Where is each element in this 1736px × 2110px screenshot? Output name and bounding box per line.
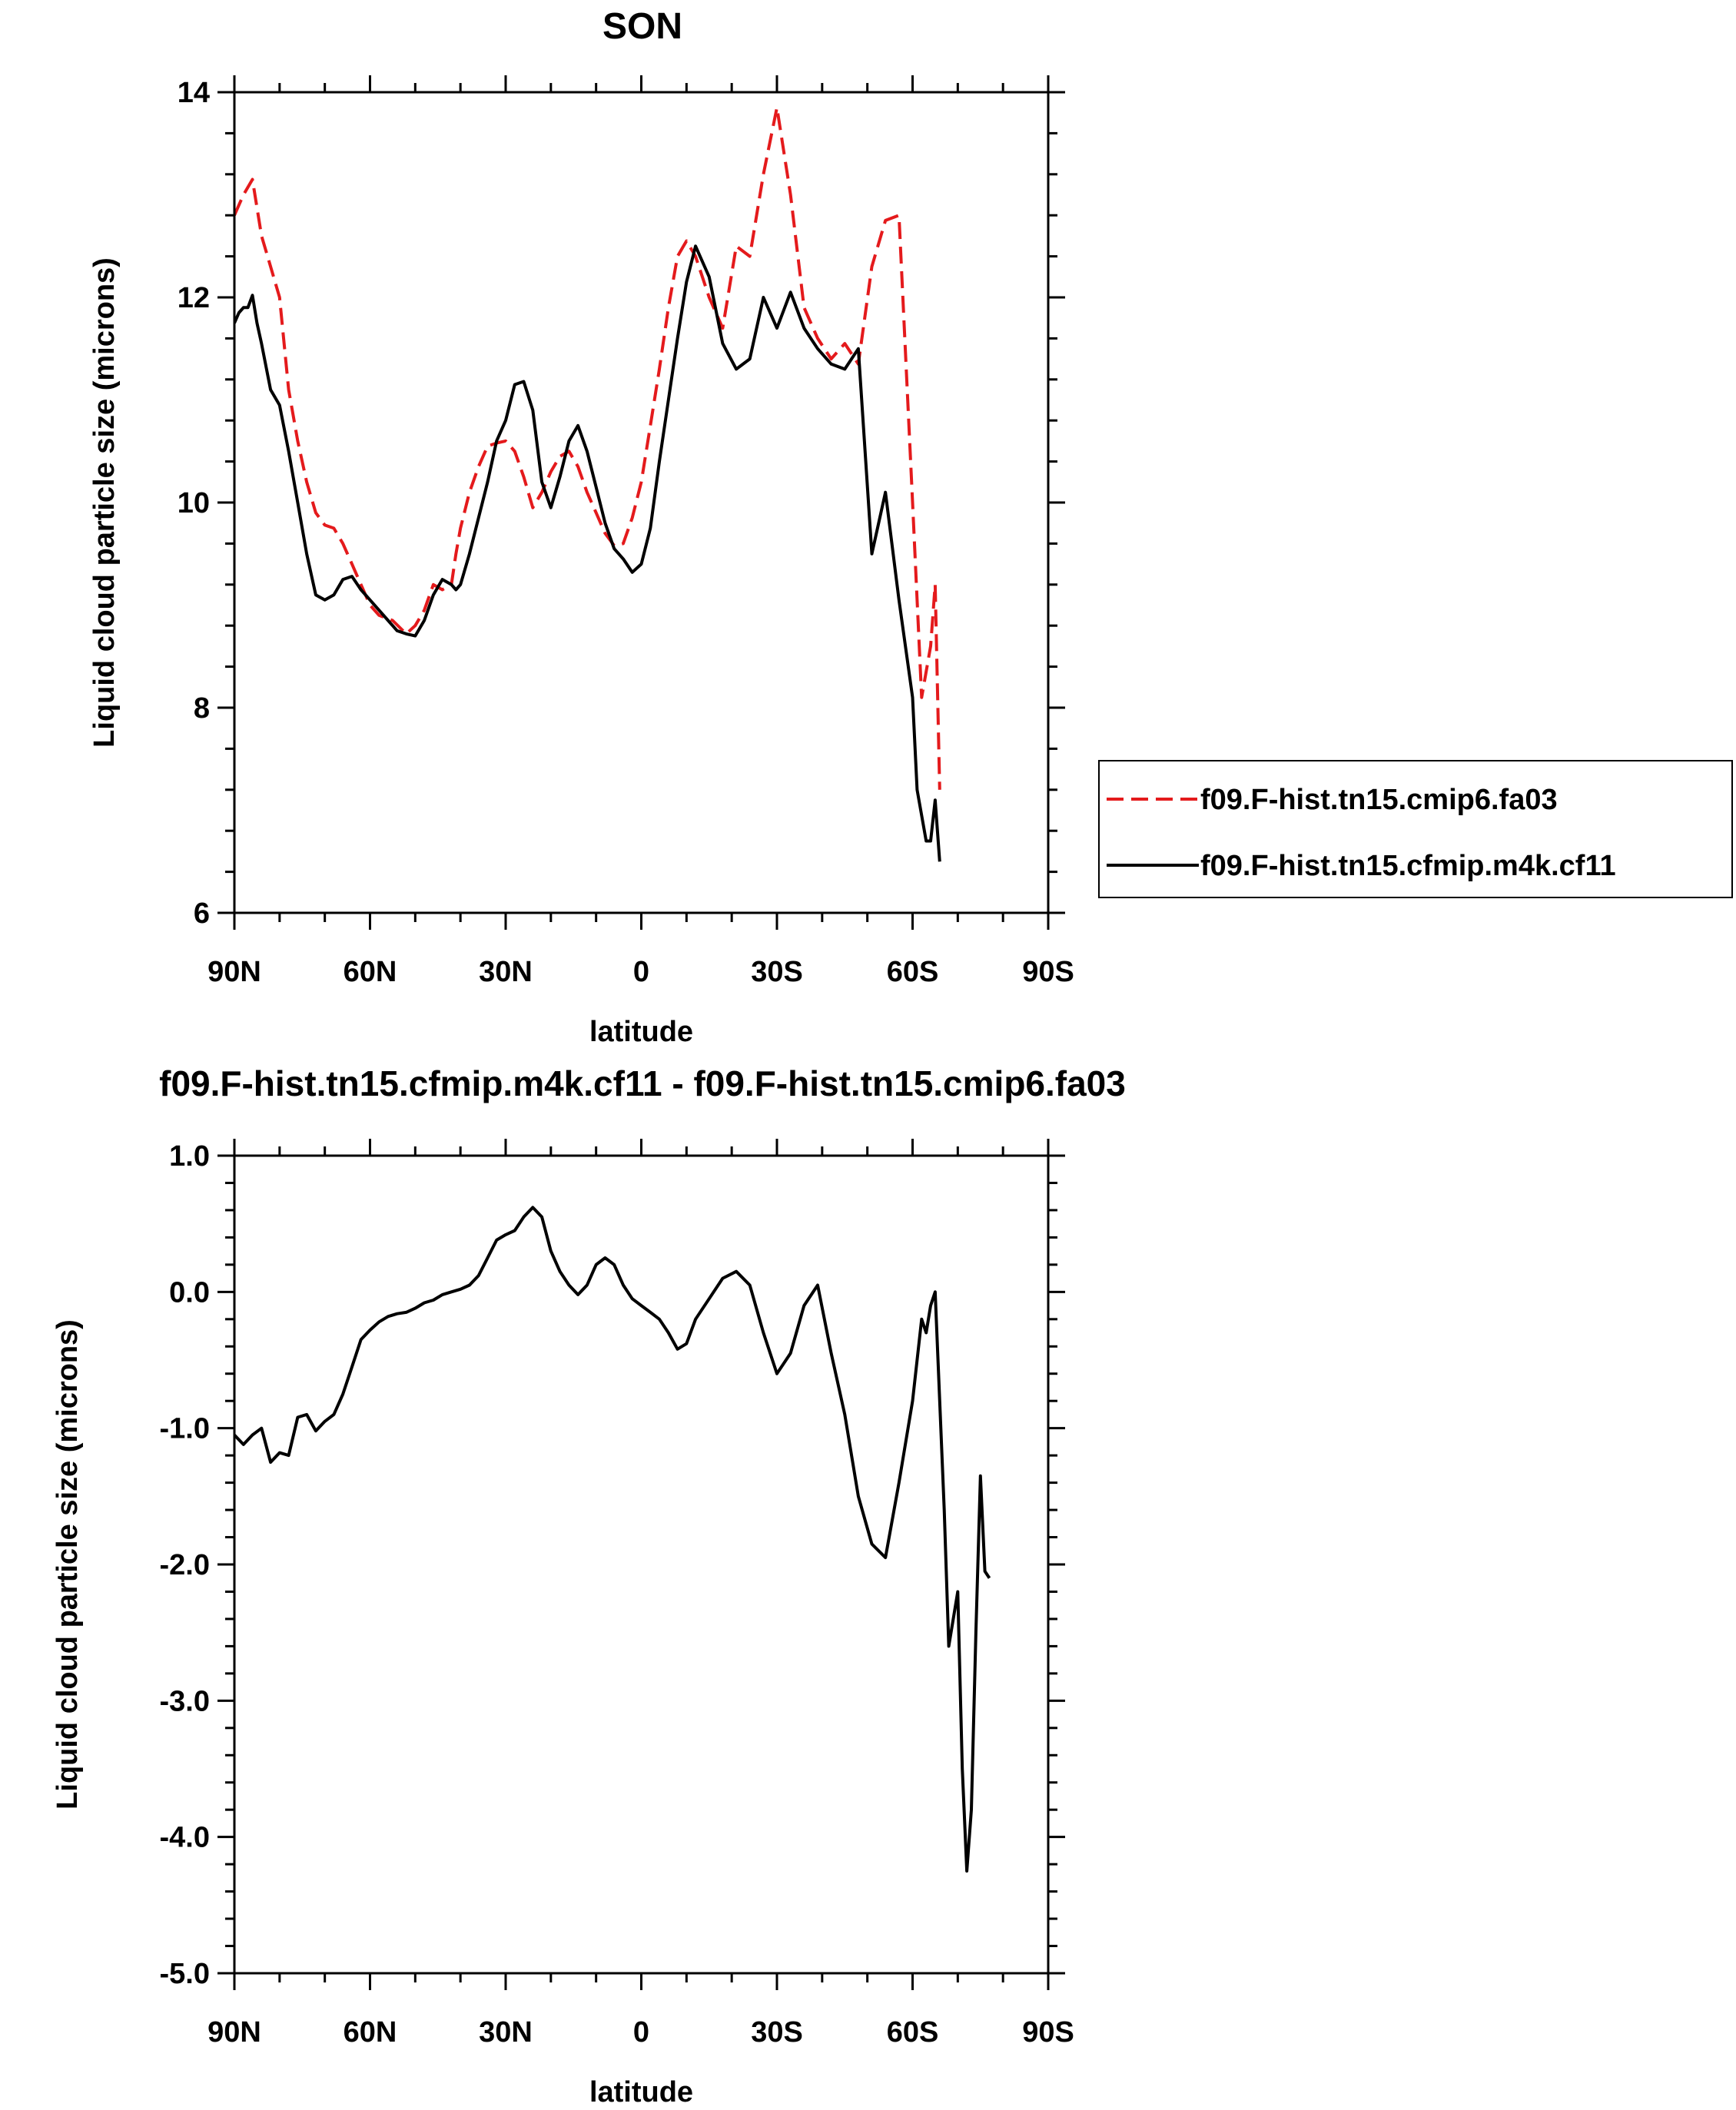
y-tick-label: 0.0 [169, 1276, 210, 1309]
y-tick-label: -2.0 [160, 1549, 210, 1581]
y-axis-label: Liquid cloud particle size (microns) [88, 257, 121, 748]
y-tick-label: -3.0 [160, 1685, 210, 1717]
chart-title: SON [602, 6, 682, 47]
series-line-1 [234, 244, 941, 862]
x-tick-label: 30N [479, 2016, 533, 2049]
bottom-panel: f09.F-hist.tn15.cfmip.m4k.cf11 - f09.F-h… [51, 1063, 1126, 2108]
y-tick-label: 8 [194, 692, 210, 725]
y-tick-label: 1.0 [169, 1140, 210, 1173]
x-tick-label: 30S [751, 2016, 803, 2049]
y-tick-label: 14 [178, 77, 210, 109]
y-tick-label: 10 [178, 487, 210, 519]
legend: f09.F-hist.tn15.cmip6.fa03 f09.F-hist.tn1… [1098, 760, 1733, 898]
top-panel: SON 90N 60N 30N 0 30S 60S 90S 6 8 10 12 14 latitude Li… [88, 6, 1733, 1048]
legend-label-1: f09.F-hist.tn15.cfmip.m4k.cf11 [1200, 850, 1616, 882]
y-tick-label: -1.0 [160, 1413, 210, 1445]
y-tick-label: 6 [194, 897, 210, 930]
y-tick-label: -5.0 [160, 1958, 210, 1990]
y-tick-label: -4.0 [160, 1822, 210, 1854]
x-tick-label: 0 [633, 2016, 649, 2049]
x-axis-label: latitude [589, 1016, 693, 1048]
series-line-0 [234, 1206, 991, 1873]
x-tick-label: 30N [479, 956, 533, 988]
x-tick-label: 60S [887, 956, 939, 988]
legend-box [1098, 760, 1733, 898]
y-tick-label: 12 [178, 282, 210, 314]
x-tick-label: 90N [207, 956, 261, 988]
chart-title: f09.F-hist.tn15.cfmip.m4k.cf11 - f09.F-h… [159, 1063, 1126, 1103]
series-line-0 [234, 106, 941, 790]
x-tick-label: 30S [751, 956, 803, 988]
x-tick-label: 60N [344, 2016, 397, 2049]
x-tick-label: 90N [207, 2016, 261, 2049]
x-tick-label: 90S [1022, 956, 1074, 988]
x-tick-label: 0 [633, 956, 649, 988]
x-axis-label: latitude [589, 2076, 693, 2108]
x-tick-label: 90S [1022, 2016, 1074, 2049]
y-axis-label: Liquid cloud particle size (microns) [51, 1319, 84, 1810]
x-tick-label: 60N [344, 956, 397, 988]
legend-label-0: f09.F-hist.tn15.cmip6.fa03 [1200, 784, 1558, 816]
x-tick-label: 60S [887, 2016, 939, 2049]
